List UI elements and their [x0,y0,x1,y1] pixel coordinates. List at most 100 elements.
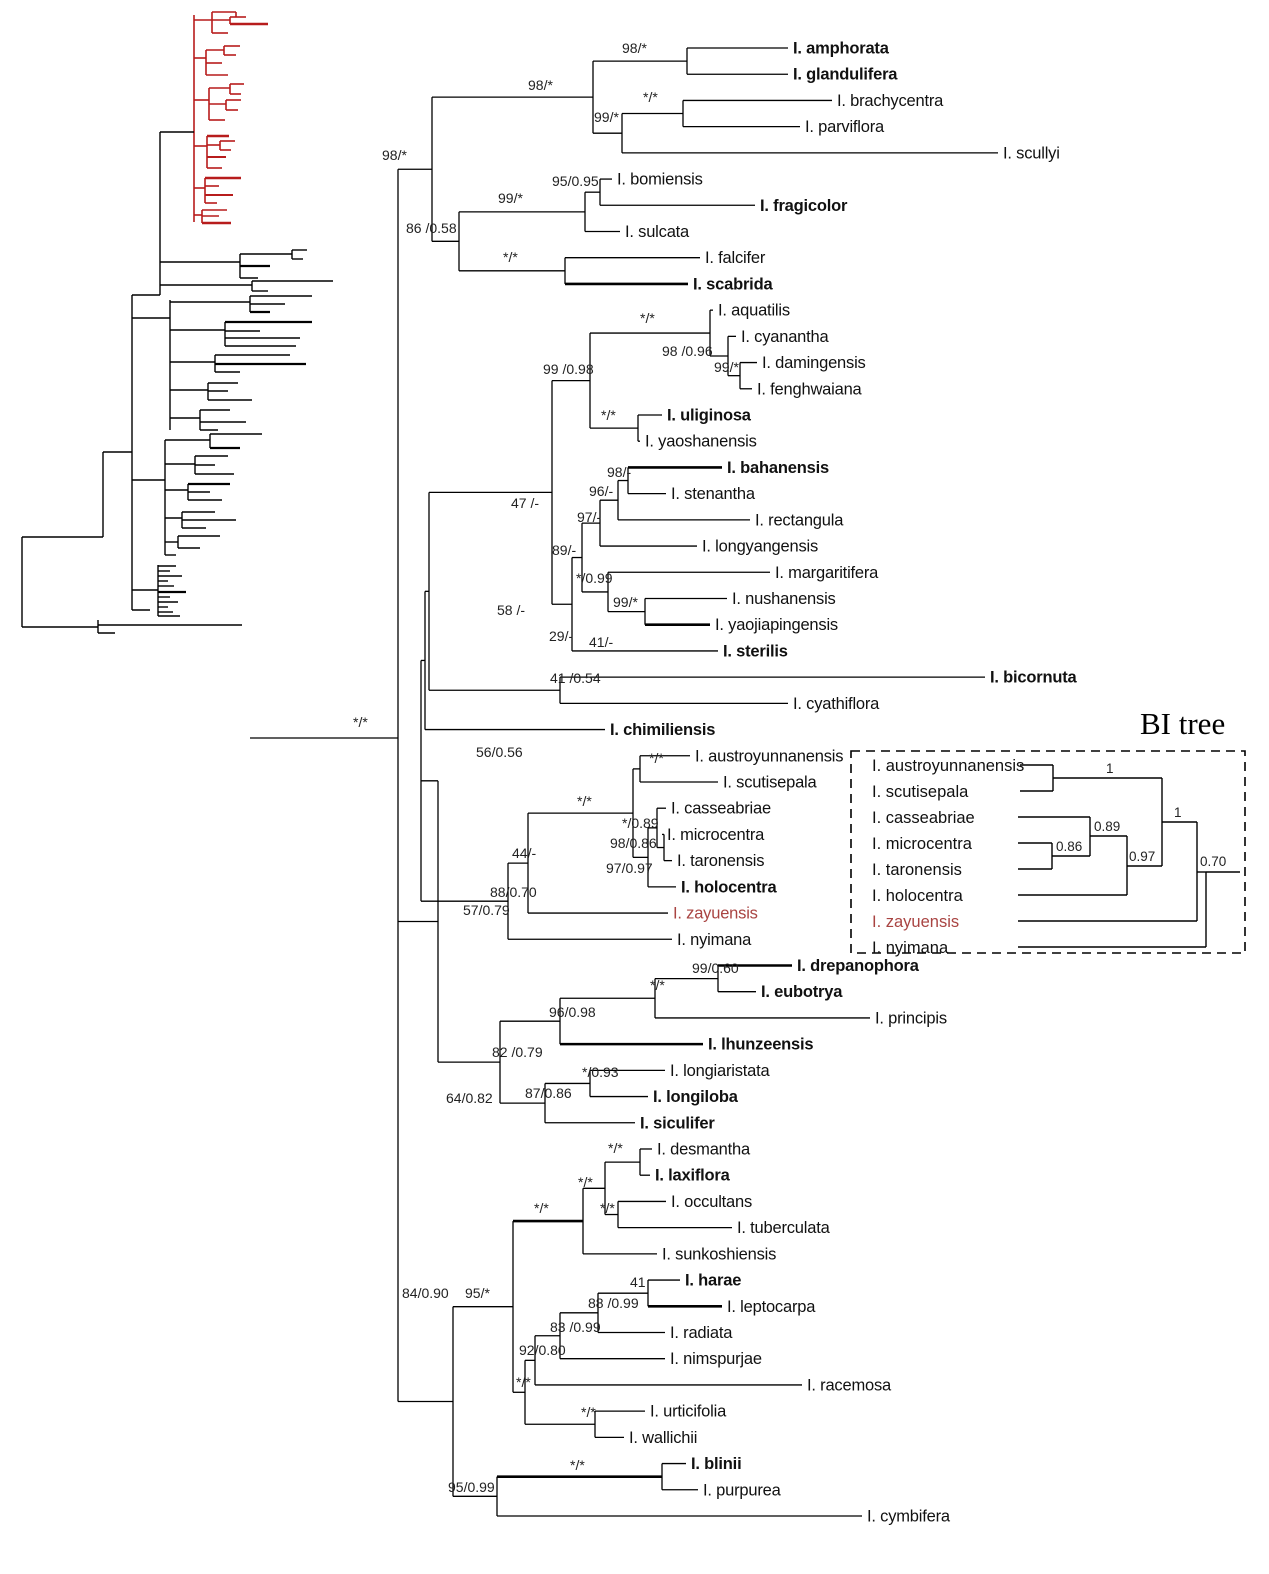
tip-label: I. longiloba [653,1088,739,1106]
support-label: 57/0.79 [463,902,510,918]
tip-label: I. bahanensis [727,459,829,477]
tip-label: I. margaritifera [775,564,879,582]
support-label: 84/0.90 [402,1285,449,1301]
tip-label: I. desmantha [657,1140,751,1158]
tip-label: I. fragicolor [760,197,848,215]
tip-label: I. fenghwaiana [757,380,863,398]
support-label: 98/* [622,40,647,56]
tip-label: I. chimiliensis [610,721,715,739]
tip-label: I. harae [685,1272,741,1290]
tip-label: I. tuberculata [737,1219,831,1237]
tip-label: I. stenantha [671,485,756,503]
support-label: */* [608,1140,623,1156]
bi-support-label: 1 [1174,805,1182,820]
tip-label: I. blinii [691,1455,741,1473]
support-label: 58 /- [497,602,525,618]
tip-label: I. nushanensis [732,590,836,608]
tip-label: I. leptocarpa [727,1298,816,1316]
tip-label: I. aquatilis [718,302,790,320]
tip-label: I. damingensis [762,354,866,372]
bi-support-label: 0.70 [1200,854,1226,869]
tip-label: I. scabrida [693,275,773,293]
bi-inset-box [850,750,1246,954]
tip-label: I. sulcata [625,223,690,241]
tip-label: I. sunkoshiensis [662,1245,776,1263]
tip-label: I. holocentra [681,878,778,896]
tip-label: I. uliginosa [667,406,752,424]
tip-label: I. nyimana [677,931,752,949]
bi-species-label: I. taronensis [872,861,962,879]
support-label: 98 /0.96 [662,343,713,359]
bi-species-label-highlighted: I. zayuensis [872,913,959,931]
tip-label: I. austroyunnanensis [695,747,843,765]
support-label: 41 /0.54 [550,670,601,686]
support-label: 92/0.80 [519,1342,566,1358]
support-label: 47 /- [511,495,539,511]
bi-support-label: 0.86 [1056,839,1082,854]
support-label: 98/0.86 [610,835,657,851]
tip-label: I. casseabriae [671,800,771,818]
support-label: 83 /0.99 [550,1319,601,1335]
support-label: */* [578,1174,593,1190]
support-label: 95/0.95 [552,173,599,189]
tip-label: I. rectangula [755,511,844,529]
support-label: 41 [630,1274,646,1290]
tip-label: I. laxiflora [655,1167,731,1185]
support-label: 98/* [382,147,407,163]
bi-tree-title: BI tree [1140,706,1226,741]
support-label: 64/0.82 [446,1090,493,1106]
support-label: */* [601,407,616,423]
tip-label: I. cymbifera [867,1507,951,1525]
tip-label: I. siculifer [640,1114,715,1132]
support-label: 99/* [714,359,739,375]
support-label: 97/0.97 [606,860,653,876]
tip-label: I. principis [875,1009,947,1027]
tip-label: I. glandulifera [793,66,898,84]
tip-label: I. brachycentra [837,92,944,110]
bi-support-label: 0.97 [1129,849,1155,864]
support-label: */* [643,89,658,105]
support-label: 97/- [577,509,601,525]
tip-label: I. yaoshanensis [645,433,757,451]
tip-label: I. eubotrya [761,983,843,1001]
bi-support-label: 0.89 [1094,819,1120,834]
bi-species-label: I. holocentra [872,887,964,905]
tip-label: I. scullyi [1003,144,1060,162]
support-label: */* [649,750,664,766]
support-label: */* [581,1404,596,1420]
tip-label: I. longiaristata [670,1062,771,1080]
support-label: 95/* [465,1285,490,1301]
tip-label: I. longyangensis [702,538,818,556]
support-label: */* [577,793,592,809]
tip-label: I. bicornuta [990,669,1078,687]
tip-label: I. microcentra [667,826,765,844]
bi-species-label: I. nyimana [872,939,949,957]
tip-label-highlighted: I. zayuensis [673,905,758,923]
support-label: 29/- [549,628,573,644]
tip-label: I. scutisepala [723,773,818,791]
support-label: 89/- [552,542,576,558]
support-label: 96/0.98 [549,1004,596,1020]
support-label: */* [570,1457,585,1473]
support-label: 44/- [512,845,536,861]
bi-species-label: I. scutisepala [872,783,969,801]
tip-label: I. radiata [670,1324,733,1342]
tip-label: I. parviflora [805,118,885,136]
tip-label: I. cyathiflora [793,695,880,713]
support-label: 86 /0.58 [406,220,457,236]
support-label: 98/* [528,77,553,93]
support-label: 82 /0.79 [492,1044,543,1060]
support-label: */* [650,977,665,993]
support-label: 99/* [613,594,638,610]
bi-species-label: I. austroyunnanensis [872,757,1024,775]
support-label: 88 /0.99 [588,1295,639,1311]
tip-label: I. cyanantha [741,328,830,346]
support-label: 41/- [589,634,613,650]
support-label: */* [503,249,518,265]
support-label: */0.93 [582,1064,619,1080]
tip-label: I. nimspurjae [670,1350,762,1368]
support-label: */* [353,714,368,730]
tip-label: I. urticifolia [650,1403,727,1421]
